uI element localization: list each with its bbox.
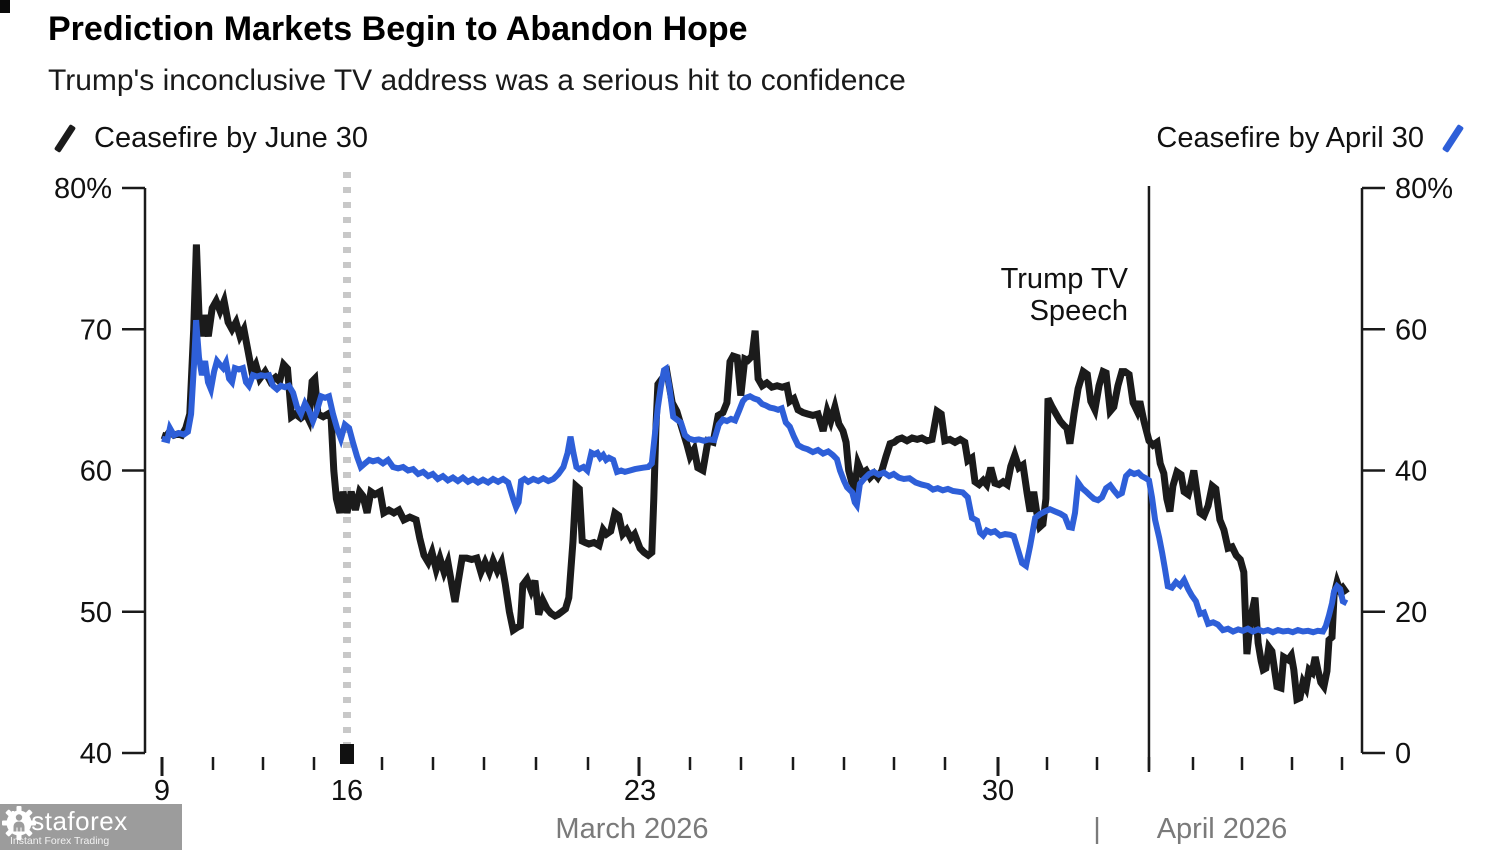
- watermark-banner: instaforex Instant Forex Trading: [0, 804, 182, 850]
- svg-text:0: 0: [1395, 738, 1411, 770]
- svg-text:40: 40: [80, 738, 112, 770]
- svg-text:Trump TV: Trump TV: [1001, 263, 1129, 295]
- svg-text:80%: 80%: [1395, 173, 1453, 205]
- svg-text:23: 23: [624, 775, 656, 807]
- svg-text:60: 60: [1395, 314, 1427, 346]
- page-title: Prediction Markets Begin to Abandon Hope: [48, 10, 748, 48]
- svg-text:Speech: Speech: [1030, 295, 1128, 327]
- instaforex-gear-icon: [2, 806, 36, 840]
- svg-text:60: 60: [80, 456, 112, 488]
- legend-item-april30: Ceasefire by April 30: [1156, 122, 1468, 155]
- corner-artifact: [0, 0, 10, 13]
- svg-text:70: 70: [80, 314, 112, 346]
- svg-text:20: 20: [1395, 597, 1427, 629]
- legend-label-june30: Ceasefire by June 30: [94, 122, 369, 154]
- svg-text:April 2026: April 2026: [1157, 813, 1288, 845]
- legend-label-april30: Ceasefire by April 30: [1156, 122, 1424, 154]
- svg-text:40: 40: [1395, 456, 1427, 488]
- svg-text:March 2026: March 2026: [555, 813, 708, 845]
- svg-text:9: 9: [154, 775, 170, 807]
- legend: Ceasefire by June 30 Ceasefire by April …: [0, 122, 1500, 162]
- watermark-tagline: Instant Forex Trading: [10, 834, 110, 847]
- svg-text:|: |: [1093, 813, 1101, 845]
- svg-text:80%: 80%: [54, 173, 112, 205]
- svg-text:50: 50: [80, 597, 112, 629]
- page-subtitle: Trump's inconclusive TV address was a se…: [48, 64, 906, 97]
- svg-text:30: 30: [982, 775, 1014, 807]
- legend-item-june30: Ceasefire by June 30: [50, 122, 368, 155]
- svg-text:16: 16: [331, 775, 363, 807]
